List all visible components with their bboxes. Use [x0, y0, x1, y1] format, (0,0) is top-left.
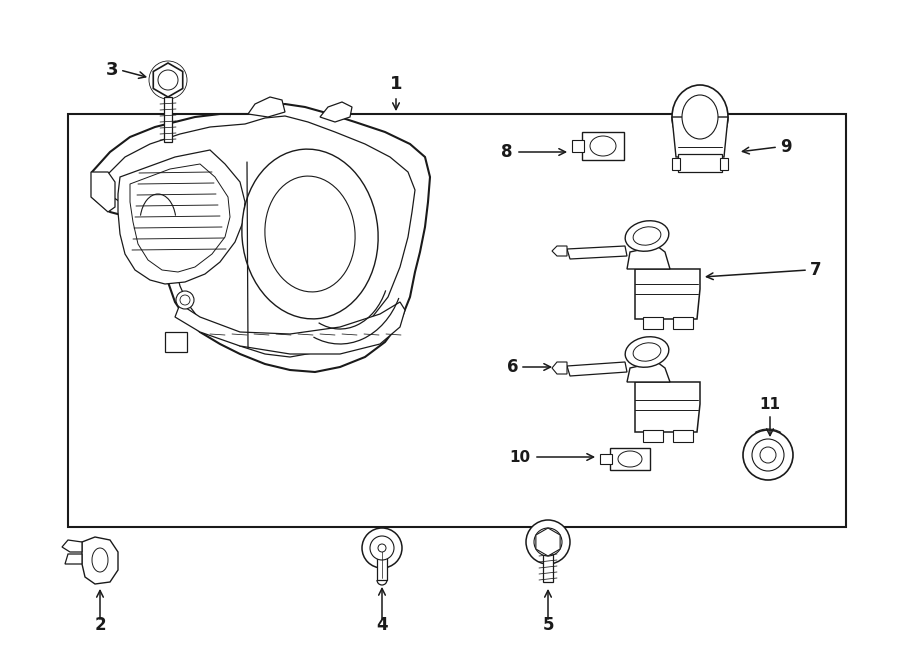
Text: 2: 2	[94, 616, 106, 634]
Circle shape	[534, 528, 562, 556]
Circle shape	[526, 520, 570, 564]
Circle shape	[752, 439, 784, 471]
Polygon shape	[91, 172, 115, 212]
Circle shape	[743, 430, 793, 480]
Polygon shape	[552, 362, 567, 374]
Polygon shape	[92, 104, 430, 372]
Polygon shape	[672, 117, 728, 157]
Polygon shape	[153, 63, 183, 97]
Bar	[673, 317, 693, 329]
Circle shape	[760, 447, 776, 463]
Bar	[68, 114, 846, 527]
Bar	[543, 540, 553, 582]
Polygon shape	[248, 97, 285, 117]
Polygon shape	[536, 528, 560, 556]
Polygon shape	[62, 540, 82, 552]
Text: 4: 4	[376, 616, 388, 634]
Circle shape	[158, 70, 178, 90]
Bar	[165, 332, 187, 352]
Polygon shape	[108, 116, 415, 357]
Polygon shape	[82, 537, 118, 584]
Polygon shape	[635, 269, 700, 319]
Bar	[678, 154, 722, 172]
Polygon shape	[582, 132, 624, 160]
Bar	[600, 454, 612, 464]
Text: 7: 7	[810, 261, 822, 279]
Circle shape	[176, 291, 194, 309]
Text: 8: 8	[500, 143, 512, 161]
Polygon shape	[130, 164, 230, 272]
Polygon shape	[175, 302, 405, 354]
Bar	[720, 158, 728, 170]
Polygon shape	[552, 246, 567, 256]
Text: 10: 10	[508, 449, 530, 465]
Polygon shape	[320, 102, 352, 122]
Circle shape	[378, 544, 386, 552]
Polygon shape	[65, 554, 82, 564]
Text: 6: 6	[507, 358, 518, 376]
Polygon shape	[635, 382, 700, 432]
Ellipse shape	[633, 227, 661, 245]
Ellipse shape	[265, 176, 356, 292]
Bar	[377, 546, 387, 580]
Bar	[572, 140, 584, 152]
Polygon shape	[567, 362, 627, 376]
Polygon shape	[118, 150, 245, 284]
Text: 11: 11	[760, 397, 780, 412]
Bar	[643, 430, 663, 442]
Ellipse shape	[626, 337, 669, 367]
Circle shape	[370, 536, 394, 560]
Polygon shape	[627, 246, 670, 269]
Bar	[673, 430, 693, 442]
Ellipse shape	[242, 149, 378, 319]
Text: 9: 9	[780, 138, 792, 156]
Bar	[643, 317, 663, 329]
Polygon shape	[610, 448, 650, 470]
Circle shape	[362, 528, 402, 568]
Text: 1: 1	[390, 75, 402, 93]
Ellipse shape	[626, 220, 669, 252]
Text: 3: 3	[105, 61, 118, 79]
Text: 5: 5	[542, 616, 554, 634]
Ellipse shape	[682, 95, 718, 139]
Ellipse shape	[672, 85, 728, 149]
Polygon shape	[567, 246, 627, 259]
Polygon shape	[627, 362, 670, 382]
Ellipse shape	[633, 343, 661, 361]
Circle shape	[180, 295, 190, 305]
Bar	[164, 97, 172, 142]
Bar	[672, 158, 680, 170]
